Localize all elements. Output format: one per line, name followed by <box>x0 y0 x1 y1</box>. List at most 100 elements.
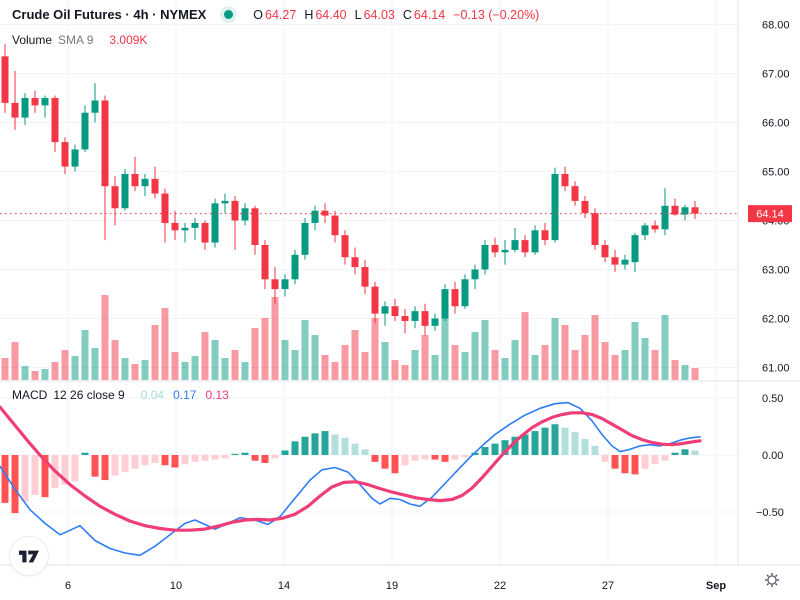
volume-bar <box>681 365 689 380</box>
macd-histogram-bar <box>681 449 689 455</box>
macd-histogram-bar <box>201 455 209 461</box>
macd-value: 0.17 <box>173 388 197 402</box>
macd-histogram-bar <box>291 441 299 455</box>
candle-body <box>391 306 399 317</box>
candle-body <box>151 178 159 194</box>
macd-histogram-bar <box>31 455 39 495</box>
price-scale[interactable]: 68.0067.0066.0065.0064.0063.0062.0061.00… <box>748 20 792 520</box>
candle-body <box>191 222 199 228</box>
volume-bar <box>171 352 179 380</box>
volume-series <box>1 295 699 380</box>
symbol-title[interactable]: Crude Oil Futures · 4h · NYMEX <box>12 7 207 22</box>
candle-body <box>281 279 289 290</box>
price-tick-label: 62.00 <box>762 314 790 326</box>
candle-body <box>61 142 69 167</box>
signal-line-path <box>0 405 702 532</box>
candle-body <box>371 286 379 314</box>
volume-bar <box>301 320 309 380</box>
candle-body <box>611 257 619 265</box>
volume-bar <box>411 350 419 380</box>
macd-histogram-bar <box>631 455 639 475</box>
volume-bar <box>1 358 9 380</box>
price-tick-label: 66.00 <box>762 118 790 130</box>
candle-body <box>51 98 59 143</box>
volume-bar <box>251 328 259 380</box>
volume-bar <box>651 350 659 380</box>
candle-body <box>291 254 299 280</box>
volume-bar <box>291 350 299 380</box>
candle-body <box>161 193 169 223</box>
time-tick-label: 19 <box>386 580 398 592</box>
macd-histogram-bar <box>281 450 289 455</box>
candle-body <box>201 222 209 243</box>
candle-body <box>81 112 89 150</box>
candle-body <box>651 225 659 230</box>
macd-histogram-bar <box>471 452 479 455</box>
volume-bar <box>351 330 359 380</box>
volume-label[interactable]: Volume <box>12 33 53 47</box>
candle-body <box>311 210 319 223</box>
candle-body <box>21 98 29 118</box>
macd-label[interactable]: MACD <box>12 388 48 402</box>
candle-body <box>411 311 419 321</box>
change-value: −0.13 (−0.20%) <box>453 7 540 22</box>
macd-histogram-bar <box>521 434 529 455</box>
candle-body <box>301 222 309 255</box>
macd-histogram-bar <box>581 439 589 455</box>
volume-bar <box>611 355 619 380</box>
volume-bar <box>11 342 19 380</box>
volume-bar <box>461 352 469 380</box>
macd-histogram-bar <box>401 455 409 466</box>
volume-legend-row: Volume SMA 9 3.009K <box>12 33 147 47</box>
macd-params: 12 26 close 9 <box>53 388 125 402</box>
candle-body <box>361 267 369 287</box>
candle-body <box>231 200 239 221</box>
volume-bar <box>241 362 249 380</box>
macd-histogram-bar <box>171 455 179 468</box>
volume-bar <box>181 362 189 380</box>
tradingview-logo-glyph <box>19 550 39 562</box>
volume-bar <box>271 297 279 380</box>
candle-body <box>581 200 589 214</box>
volume-bar <box>551 318 559 380</box>
price-tick-label: 65.00 <box>762 167 790 179</box>
tradingview-logo[interactable] <box>9 536 49 576</box>
candle-body <box>261 245 269 280</box>
symbol-legend-row: Crude Oil Futures · 4h · NYMEX O 64.27 H 64… <box>12 7 539 22</box>
macd-histogram-bar <box>641 455 649 469</box>
volume-bar <box>631 322 639 380</box>
candle-body <box>381 306 389 314</box>
candle-body <box>351 257 359 268</box>
volume-bar <box>361 352 369 380</box>
volume-bar <box>671 360 679 380</box>
candle-body <box>631 235 639 263</box>
macd-histogram-bar <box>81 452 89 455</box>
candle-body <box>421 311 429 326</box>
volume-bar <box>101 295 109 380</box>
time-tick-label: Sep <box>706 580 726 592</box>
volume-bar <box>191 356 199 380</box>
candle-body <box>241 208 249 221</box>
macd-histogram-bar <box>121 455 129 473</box>
macd-histogram-bar <box>231 453 239 455</box>
volume-bar <box>331 362 339 380</box>
gear-icon <box>764 572 780 588</box>
macd-histogram-bar <box>541 427 549 455</box>
candle-body <box>141 178 149 187</box>
volume-bar <box>81 330 89 380</box>
price-tick-label: 68.00 <box>762 20 790 32</box>
candle-body <box>451 289 459 307</box>
macd-histogram-bar <box>101 455 109 481</box>
market-status-icon <box>224 10 234 19</box>
candle-body <box>521 240 529 253</box>
macd-histogram-bar <box>621 455 629 474</box>
volume-bar <box>371 318 379 380</box>
volume-bar <box>121 358 129 380</box>
macd-tick-label: 0.00 <box>762 450 783 462</box>
time-axis-settings-button[interactable] <box>761 569 783 591</box>
candle-body <box>211 203 219 243</box>
candle-body <box>551 173 559 241</box>
time-scale[interactable]: 6 10 14 19 22 27 Sep <box>65 580 726 592</box>
volume-bar <box>541 345 549 380</box>
